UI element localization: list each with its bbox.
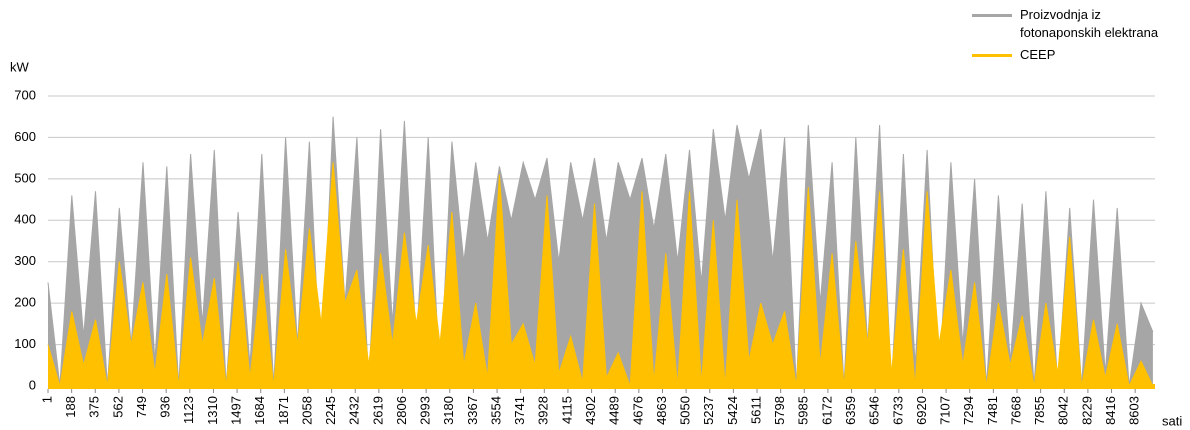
legend-label: Proizvodnja iz fotonaponskih elektrana — [1020, 7, 1159, 40]
x-tick-label: 1871 — [276, 396, 291, 425]
x-tick-label: 6172 — [819, 396, 834, 425]
x-tick-label: 8042 — [1056, 396, 1071, 425]
x-tick-label: 3367 — [465, 396, 480, 425]
legend-item: CEEP — [972, 46, 1180, 64]
x-tick-label: 2806 — [394, 396, 409, 425]
x-tick-label: 375 — [87, 396, 102, 418]
x-tick-label: 3741 — [512, 396, 527, 425]
x-tick-label: 2619 — [370, 396, 385, 425]
y-tick-label: 300 — [14, 253, 36, 268]
x-tick-label: 2432 — [347, 396, 362, 425]
x-tick-label: 4489 — [607, 396, 622, 425]
x-tick-label: 8416 — [1103, 396, 1118, 425]
x-tick-label: 562 — [110, 396, 125, 418]
legend-swatch — [972, 54, 1012, 57]
y-tick-label: 700 — [14, 87, 36, 102]
y-tick-label: 0 — [29, 377, 36, 392]
x-tick-label: 1684 — [252, 396, 267, 425]
x-tick-label: 4676 — [630, 396, 645, 425]
x-tick-label: 1 — [39, 396, 54, 403]
x-tick-label: 2993 — [418, 396, 433, 425]
x-tick-label: 2245 — [323, 396, 338, 425]
x-tick-label: 936 — [158, 396, 173, 418]
x-tick-label: 6733 — [890, 396, 905, 425]
x-tick-label: 749 — [134, 396, 149, 418]
x-tick-label: 1310 — [205, 396, 220, 425]
y-tick-label: 500 — [14, 170, 36, 185]
x-tick-label: 5611 — [748, 396, 763, 424]
x-tick-label: 6359 — [843, 396, 858, 425]
x-tick-label: 7294 — [961, 396, 976, 425]
x-tick-label: 7481 — [985, 396, 1000, 425]
x-tick-label: 3928 — [536, 396, 551, 425]
x-tick-label: 2058 — [299, 396, 314, 425]
y-tick-label: 400 — [14, 212, 36, 227]
x-tick-label: 1497 — [229, 396, 244, 425]
x-tick-label: 8229 — [1079, 396, 1094, 425]
area-line — [47, 116, 1154, 387]
x-tick-label: 5237 — [701, 396, 716, 425]
x-tick-label: 6920 — [914, 396, 929, 425]
area-fill — [48, 162, 1153, 386]
legend-label: CEEP — [1020, 47, 1056, 62]
y-tick-label: 100 — [14, 336, 36, 351]
x-tick-label: 8603 — [1127, 396, 1142, 425]
y-tick-label: 200 — [14, 295, 36, 310]
legend: Proizvodnja iz fotonaponskih elektrana CE… — [972, 6, 1180, 68]
x-tick-label: 5985 — [796, 396, 811, 425]
x-tick-label: 6546 — [867, 396, 882, 425]
x-tick-label: 4302 — [583, 396, 598, 425]
x-tick-label: 3554 — [488, 396, 503, 425]
x-axis-label: sati — [1162, 413, 1182, 428]
x-axis-band — [48, 384, 1155, 389]
x-tick-label: 188 — [63, 396, 78, 418]
x-tick-label: 5424 — [725, 396, 740, 425]
y-tick-label: 600 — [14, 129, 36, 144]
x-tick-label: 4863 — [654, 396, 669, 425]
x-tick-label: 5798 — [772, 396, 787, 425]
x-tick-label: 3180 — [441, 396, 456, 425]
x-tick-label: 5050 — [678, 396, 693, 425]
x-tick-label: 7668 — [1008, 396, 1023, 425]
x-tick-label: 4115 — [559, 396, 574, 424]
x-tick-label: 7855 — [1032, 396, 1047, 425]
x-tick-label: 1123 — [181, 396, 196, 424]
x-tick-label: 7107 — [938, 396, 953, 425]
y-axis-label: kW — [10, 59, 30, 74]
legend-item: Proizvodnja iz fotonaponskih elektrana — [972, 6, 1180, 42]
legend-swatch — [972, 14, 1012, 17]
area-line — [47, 162, 1154, 388]
